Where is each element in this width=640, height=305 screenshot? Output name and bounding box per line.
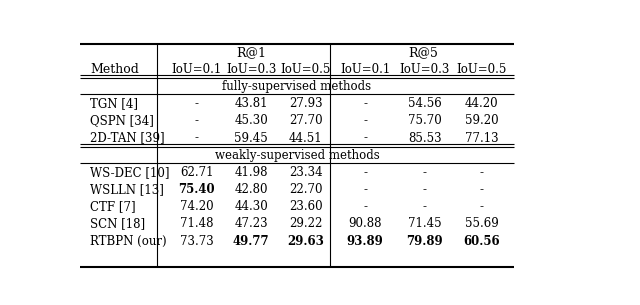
Text: SCN [18]: SCN [18] [90,217,145,230]
Text: -: - [364,131,367,145]
Text: 77.13: 77.13 [465,131,499,145]
Text: 27.70: 27.70 [289,114,323,127]
Text: -: - [364,97,367,110]
Text: -: - [423,200,427,213]
Text: -: - [195,114,198,127]
Text: 79.89: 79.89 [406,235,443,248]
Text: 42.80: 42.80 [234,183,268,196]
Text: WS-DEC [10]: WS-DEC [10] [90,166,170,179]
Text: 23.34: 23.34 [289,166,323,179]
Text: 71.48: 71.48 [180,217,213,230]
Text: 90.88: 90.88 [348,217,382,230]
Text: -: - [364,183,367,196]
Text: fully-supervised methods: fully-supervised methods [223,80,372,93]
Text: 44.51: 44.51 [289,131,323,145]
Text: IoU=0.3: IoU=0.3 [226,63,276,76]
Text: 29.63: 29.63 [287,235,324,248]
Text: 2D-TAN [39]: 2D-TAN [39] [90,131,164,145]
Text: 55.69: 55.69 [465,217,499,230]
Text: 75.40: 75.40 [179,183,215,196]
Text: WSLLN [13]: WSLLN [13] [90,183,164,196]
Text: 23.60: 23.60 [289,200,323,213]
Text: 60.56: 60.56 [463,235,500,248]
Text: -: - [364,200,367,213]
Text: 54.56: 54.56 [408,97,442,110]
Text: IoU=0.5: IoU=0.5 [280,63,331,76]
Text: IoU=0.3: IoU=0.3 [399,63,450,76]
Text: -: - [480,200,484,213]
Text: 22.70: 22.70 [289,183,323,196]
Text: -: - [480,183,484,196]
Text: IoU=0.5: IoU=0.5 [456,63,507,76]
Text: 93.89: 93.89 [347,235,383,248]
Text: 75.70: 75.70 [408,114,442,127]
Text: -: - [423,166,427,179]
Text: 85.53: 85.53 [408,131,442,145]
Text: 71.45: 71.45 [408,217,442,230]
Text: IoU=0.1: IoU=0.1 [172,63,221,76]
Text: Method: Method [90,63,139,76]
Text: 73.73: 73.73 [180,235,213,248]
Text: R@5: R@5 [408,46,438,59]
Text: -: - [364,166,367,179]
Text: -: - [195,131,198,145]
Text: 59.20: 59.20 [465,114,499,127]
Text: 41.98: 41.98 [234,166,268,179]
Text: RTBPN (our): RTBPN (our) [90,235,166,248]
Text: R@1: R@1 [236,46,266,59]
Text: -: - [195,97,198,110]
Text: 43.81: 43.81 [234,97,268,110]
Text: 49.77: 49.77 [233,235,269,248]
Text: 62.71: 62.71 [180,166,213,179]
Text: 27.93: 27.93 [289,97,323,110]
Text: -: - [423,183,427,196]
Text: CTF [7]: CTF [7] [90,200,136,213]
Text: QSPN [34]: QSPN [34] [90,114,154,127]
Text: -: - [364,114,367,127]
Text: 44.20: 44.20 [465,97,499,110]
Text: 29.22: 29.22 [289,217,323,230]
Text: 74.20: 74.20 [180,200,213,213]
Text: 59.45: 59.45 [234,131,268,145]
Text: 47.23: 47.23 [234,217,268,230]
Text: weakly-supervised methods: weakly-supervised methods [214,149,380,162]
Text: 44.30: 44.30 [234,200,268,213]
Text: TGN [4]: TGN [4] [90,97,138,110]
Text: -: - [480,166,484,179]
Text: 45.30: 45.30 [234,114,268,127]
Text: IoU=0.1: IoU=0.1 [340,63,390,76]
